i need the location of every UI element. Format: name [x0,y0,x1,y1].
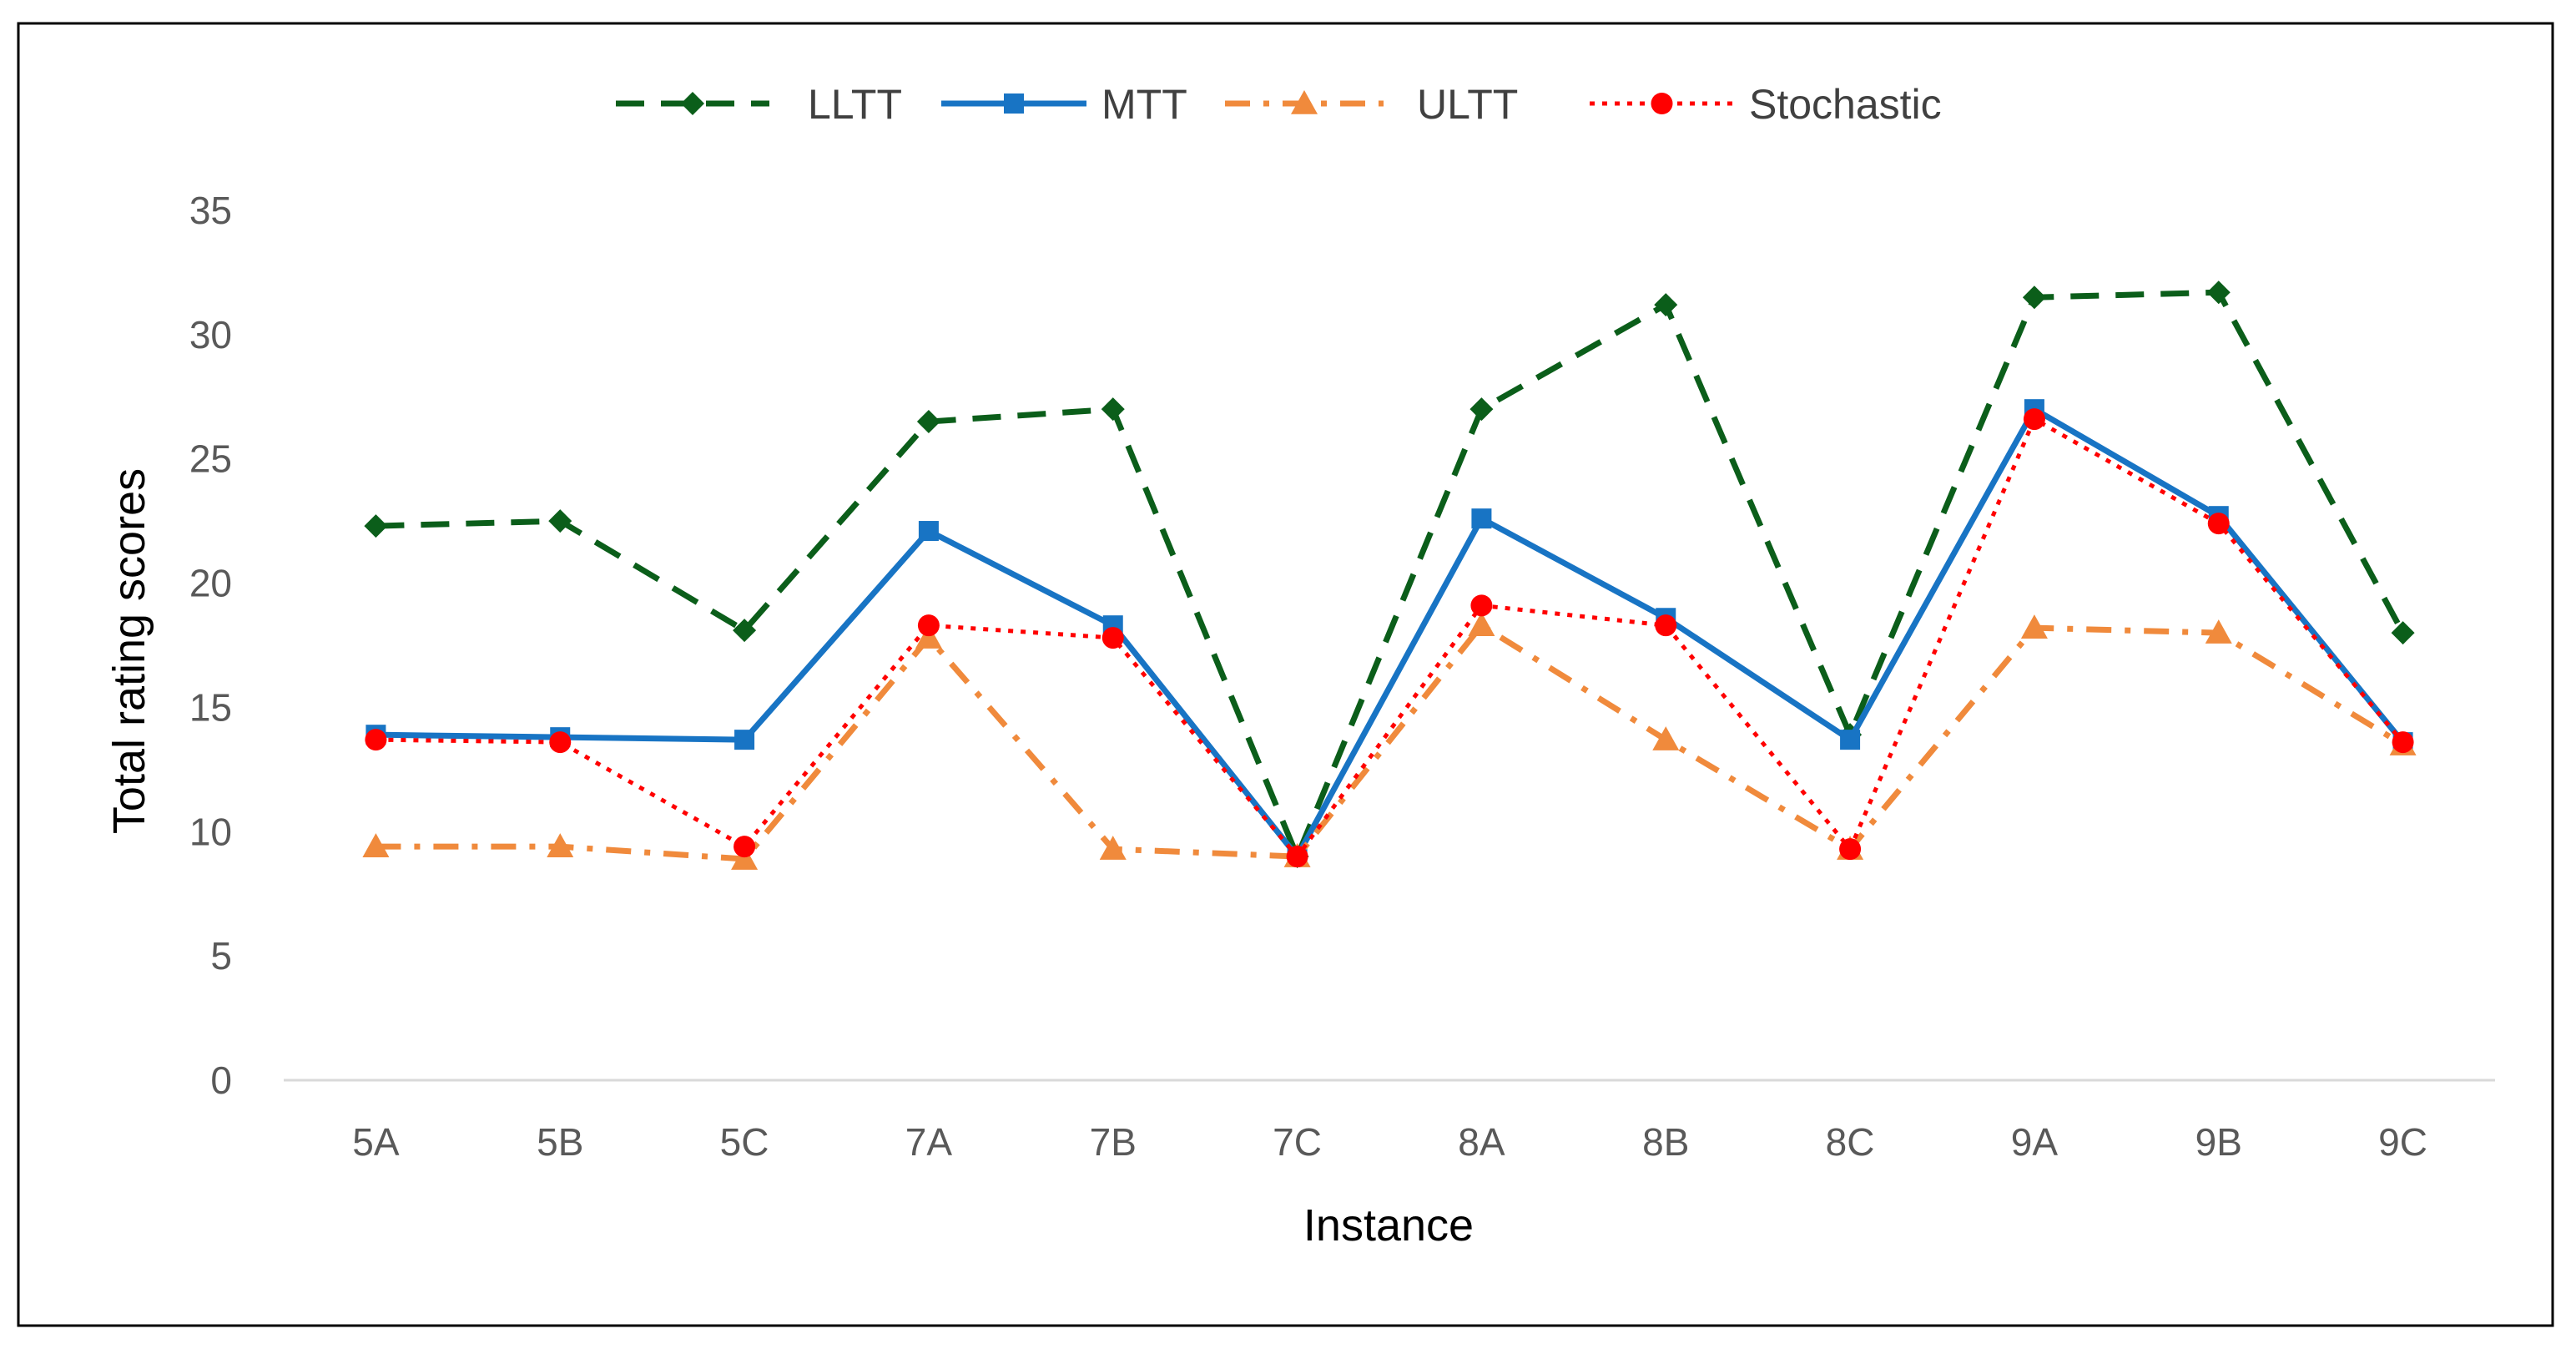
legend-marker-ultt [1291,90,1318,114]
y-axis-ticks: 0 5 10 15 20 25 30 35 [189,189,232,1102]
data-point-stochastic [917,614,940,637]
series-line-mtt [376,406,2406,860]
x-tick-label: 8B [1642,1120,1689,1164]
x-tick-label: 7A [905,1120,953,1164]
data-point-ultt [547,833,574,857]
legend-item-lltt: LLTT [616,81,902,128]
data-point-lltt [364,514,388,538]
legend-label-mtt: MTT [1101,81,1187,128]
x-tick-label: 9B [2195,1120,2242,1164]
data-point-lltt [548,509,572,533]
data-point-stochastic [1101,627,1124,649]
x-tick-label: 8A [1458,1120,1505,1164]
data-point-lltt [733,619,757,643]
data-point-lltt [2391,621,2415,645]
data-point-mtt [734,730,755,750]
legend-label-lltt: LLTT [808,81,902,128]
y-tick-label: 10 [189,810,232,853]
y-tick-label: 0 [210,1058,232,1102]
legend-item-ultt: ULTT [1225,81,1518,128]
legend-item-mtt: MTT [941,81,1187,128]
y-tick-label: 20 [189,562,232,605]
data-point-ultt [2020,614,2048,639]
data-point-lltt [916,410,940,434]
data-point-lltt [2206,280,2231,305]
data-point-ultt [915,624,942,649]
data-point-mtt [1471,508,1492,529]
data-point-stochastic [2023,408,2045,431]
data-point-ultt [1099,836,1127,860]
data-point-ultt [2205,619,2232,644]
legend-marker-stochastic [1651,93,1673,114]
data-point-stochastic [365,729,387,751]
data-point-lltt [1469,397,1494,422]
data-point-stochastic [1655,614,1677,637]
x-tick-label: 8C [1826,1120,1875,1164]
x-axis-ticks: 5A 5B 5C 7A 7B 7C 8A 8B 8C 9A 9B 9C [352,1120,2427,1164]
data-point-stochastic [2207,513,2230,535]
x-tick-label: 5A [352,1120,400,1164]
legend-label-ultt: ULTT [1417,81,1518,128]
series-line-lltt [376,289,2406,860]
data-point-ultt [1652,726,1680,750]
data-point-ultt [362,833,390,857]
y-tick-label: 30 [189,313,232,356]
x-tick-label: 7C [1273,1120,1322,1164]
data-point-mtt [918,521,939,542]
series-layer [362,280,2417,870]
x-tick-label: 5C [720,1120,769,1164]
legend-label-stochastic: Stochastic [1749,81,1942,128]
series-line-ultt [376,622,2405,862]
y-tick-label: 5 [210,934,232,978]
data-point-stochastic [549,731,572,754]
data-point-stochastic [1286,846,1308,868]
data-point-stochastic [733,836,756,858]
legend-marker-mtt [1004,93,1024,114]
x-tick-label: 5B [537,1120,583,1164]
legend: LLTT MTT ULTT Stochastic [616,81,1942,128]
x-tick-label: 7B [1090,1120,1137,1164]
y-tick-label: 25 [189,437,232,481]
y-tick-label: 15 [189,685,232,729]
chart-frame [17,22,2554,1327]
series-stochastic [365,408,2414,868]
data-point-mtt [1840,730,1861,750]
legend-marker-lltt [681,92,704,115]
y-tick-label: 35 [189,189,232,232]
y-axis-title: Total rating scores [104,468,154,834]
data-point-ultt [731,846,759,870]
data-point-lltt [2022,285,2046,310]
data-point-stochastic [2392,731,2414,754]
series-line-stochastic [376,417,2405,859]
data-point-lltt [1101,397,1125,422]
x-axis-title: Instance [1303,1200,1474,1250]
x-tick-label: 9A [2011,1120,2059,1164]
data-point-stochastic [1839,838,1862,861]
data-point-ultt [1468,612,1495,636]
x-tick-label: 9C [2378,1120,2427,1164]
legend-item-stochastic: Stochastic [1590,81,1942,128]
data-point-lltt [1654,293,1678,317]
data-point-stochastic [1470,594,1493,617]
